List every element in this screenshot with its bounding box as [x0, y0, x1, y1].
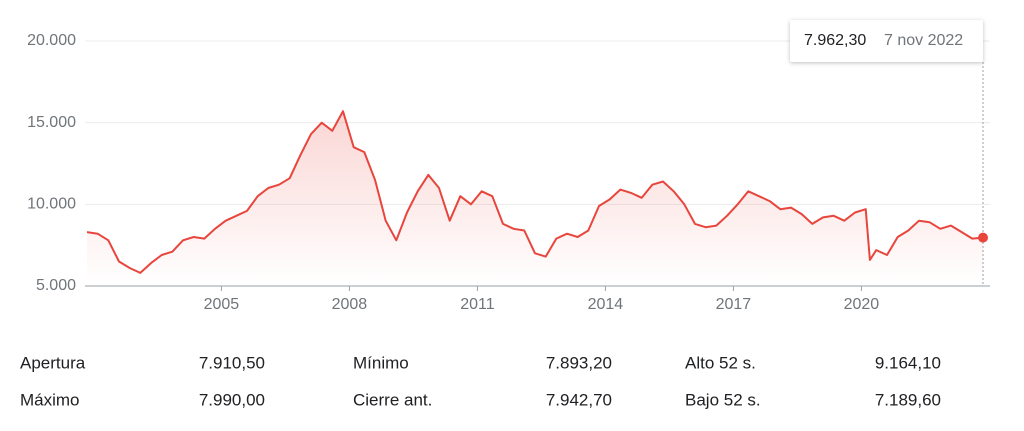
price-line: [86, 110, 984, 274]
tooltip-box: [790, 20, 983, 62]
hover-point: [978, 232, 988, 243]
stat-value: 7.990,00: [199, 390, 265, 409]
stat-value: 7.942,70: [546, 390, 612, 409]
tooltip: 7.962,30 7 nov 2022: [790, 20, 983, 62]
stat-label: Máximo: [20, 390, 80, 409]
stats-table: Apertura 7.910,50 Máximo 7.990,00 Mínimo 7.89…: [20, 353, 941, 409]
plot: 5.000 10.000 15.000 20.000 2005 2008 2011 2014 2…: [27, 32, 990, 313]
stat-label: Alto 52 s.: [685, 353, 756, 372]
x-tick-label: 2017: [716, 296, 752, 313]
area: [87, 111, 983, 286]
x-tick-label: 2008: [332, 296, 368, 313]
tooltip-value: 7.962,30: [804, 32, 866, 49]
y-tick-label: 15.000: [27, 114, 76, 131]
x-tick-label: 2005: [204, 296, 240, 313]
stat-value: 7.910,50: [199, 353, 265, 372]
stat-value: 7.189,60: [875, 390, 941, 409]
tooltip-date: 7 nov 2022: [884, 32, 963, 49]
stat-value: 9.164,10: [875, 353, 941, 372]
y-tick-label: 5.000: [36, 277, 76, 294]
y-tick-label: 10.000: [27, 196, 76, 213]
stat-label: Apertura: [20, 353, 86, 372]
stat-label: Mínimo: [353, 353, 409, 372]
x-tick-label: 2014: [588, 296, 624, 313]
stat-label: Bajo 52 s.: [685, 390, 761, 409]
stat-value: 7.893,20: [546, 353, 612, 372]
y-tick-label: 20.000: [27, 32, 76, 49]
x-tick-label: 2011: [460, 296, 495, 313]
stat-label: Cierre ant.: [353, 390, 432, 409]
x-tick-label: 2020: [844, 296, 880, 313]
